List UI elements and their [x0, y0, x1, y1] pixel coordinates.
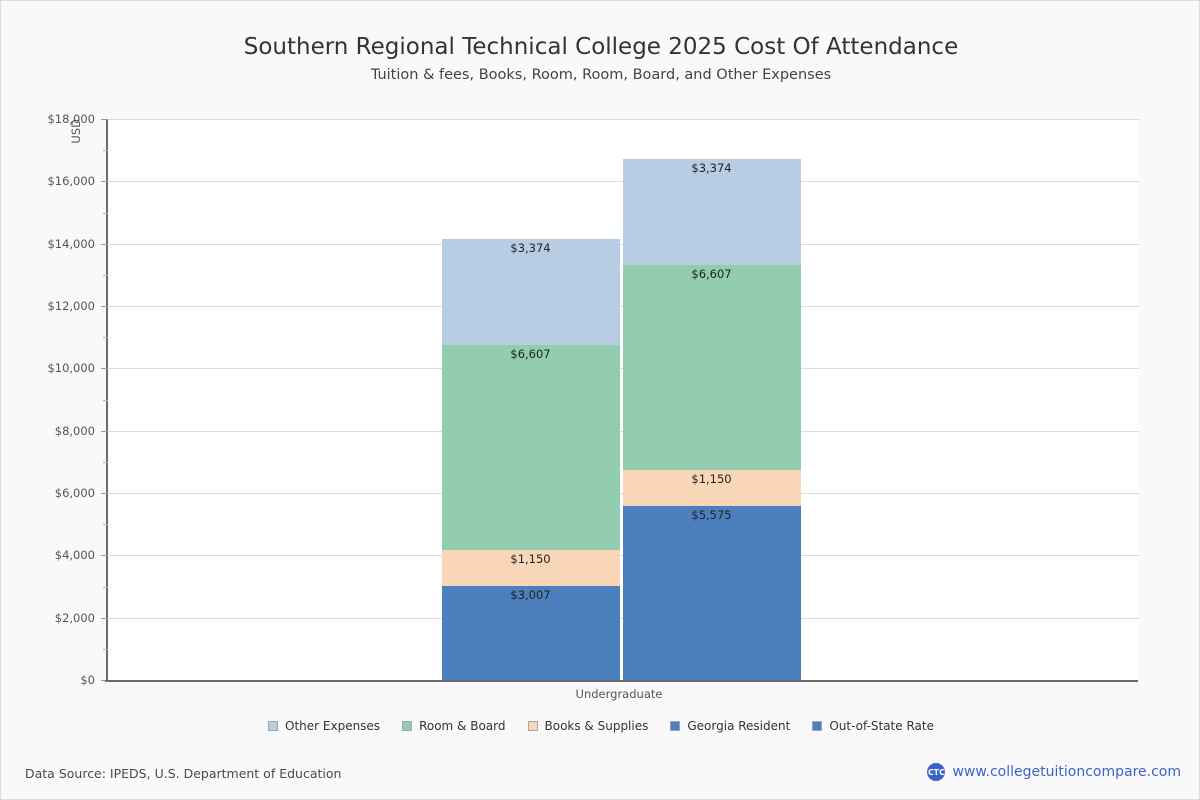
bar-segment[interactable]: $6,607 — [441, 344, 620, 551]
chart-subtitle: Tuition & fees, Books, Room, Room, Board… — [370, 67, 832, 83]
y-tick-minor — [103, 524, 108, 526]
y-tick-minor — [103, 461, 108, 463]
y-tick-major — [101, 555, 108, 557]
y-tick-major — [101, 617, 108, 619]
y-tick-major — [101, 181, 108, 183]
legend-label: Out-of-State Rate — [829, 719, 934, 733]
data-source-note: Data Source: IPEDS, U.S. Department of E… — [25, 766, 342, 781]
bar-segment[interactable]: $6,607 — [622, 264, 801, 471]
bar-segment-value-label: $1,150 — [510, 552, 551, 567]
legend-swatch-icon — [268, 721, 278, 731]
chart-legend: Other Expenses Room & Board Books & Suppli… — [1, 719, 1200, 733]
gridline — [108, 119, 1139, 120]
bar-segment[interactable]: $5,575 — [622, 506, 801, 680]
bar-segment-value-label: $6,607 — [510, 346, 551, 361]
y-tick-minor — [103, 648, 108, 650]
y-axis-label: $12,000 — [47, 299, 95, 313]
y-tick-minor — [103, 586, 108, 588]
bar-segment-value-label: $5,575 — [691, 508, 732, 523]
y-tick-major — [101, 493, 108, 494]
chart-title: Southern Regional Technical College 2025… — [243, 34, 959, 60]
y-tick-minor — [103, 150, 108, 152]
y-axis-label: $8,000 — [54, 423, 95, 438]
y-axis-label: $16,000 — [47, 174, 95, 189]
legend-label: Books & Supplies — [544, 719, 649, 733]
y-tick-minor — [103, 337, 108, 339]
bar-segment[interactable]: $3,374 — [441, 239, 620, 345]
legend-swatch-icon — [527, 721, 538, 731]
plot-area: $3,007 $1,150 $6,607 $3,374 $5,575 $1,150 $6,6… — [101, 119, 1139, 681]
y-tick-major — [101, 243, 108, 245]
x-axis-category-label: Undergraduate — [575, 687, 663, 701]
y-tick-major — [101, 430, 108, 432]
bar-segment[interactable]: $1,150 — [622, 470, 801, 507]
stacked-bar[interactable]: $5,575 $1,150 $6,607 $3,374 — [622, 159, 801, 680]
ctc-logo-icon: CTC — [927, 763, 946, 781]
y-tick-major — [101, 368, 108, 370]
legend-label: Other Expenses — [285, 719, 381, 733]
bar-segment-value-label: $6,607 — [691, 266, 732, 281]
legend-swatch-icon — [402, 721, 413, 731]
bar-segment-value-label: $3,007 — [510, 588, 551, 603]
y-tick-major — [101, 306, 108, 307]
legend-swatch-icon — [670, 721, 681, 731]
legend-swatch-icon — [812, 721, 823, 731]
y-tick-minor — [103, 274, 108, 276]
brand-url-link[interactable]: www.collegetuitioncompare.com — [952, 764, 1181, 780]
y-axis-label: $2,000 — [54, 610, 95, 625]
bar-segment[interactable]: $3,007 — [441, 586, 620, 680]
y-tick-minor — [103, 212, 108, 214]
y-tick-major — [101, 680, 108, 681]
legend-item[interactable]: Room & Board — [402, 719, 506, 733]
legend-label: Room & Board — [419, 719, 506, 733]
legend-item[interactable]: Books & Supplies — [527, 719, 649, 733]
y-axis-label: $0 — [80, 673, 95, 687]
y-axis-label: $18,000 — [47, 112, 95, 126]
x-axis-line — [105, 680, 1138, 682]
stacked-bar[interactable]: $3,007 $1,150 $6,607 $3,374 — [441, 239, 620, 680]
y-axis-label: $6,000 — [54, 486, 95, 500]
bar-segment-value-label: $3,374 — [691, 161, 732, 176]
bar-segment[interactable]: $3,374 — [622, 159, 801, 265]
legend-label: Georgia Resident — [687, 719, 791, 733]
brand-footer[interactable]: CTC www.collegetuitioncompare.com — [927, 763, 1181, 781]
y-axis-label: $10,000 — [47, 361, 95, 376]
legend-item[interactable]: Georgia Resident — [670, 719, 790, 733]
legend-item[interactable]: Out-of-State Rate — [812, 719, 934, 733]
y-axis-label: $14,000 — [47, 236, 95, 251]
bar-segment[interactable]: $1,150 — [441, 550, 620, 587]
legend-item[interactable]: Other Expenses — [268, 719, 380, 733]
y-tick-major — [101, 119, 108, 120]
bar-segment-value-label: $3,374 — [510, 241, 551, 256]
y-axis-label: $4,000 — [54, 548, 95, 563]
bar-segment-value-label: $1,150 — [691, 472, 732, 487]
y-tick-minor — [103, 399, 108, 401]
